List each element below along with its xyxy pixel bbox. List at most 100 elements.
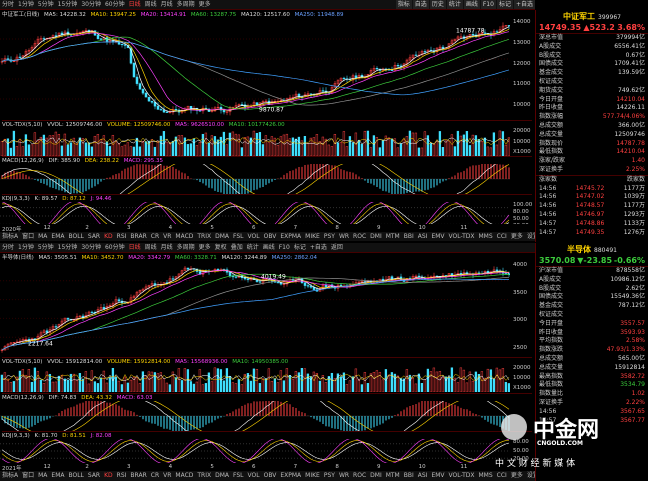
top-indicator-3[interactable]: EMA [51,233,65,240]
top-indicator-8[interactable]: BRAR [130,233,147,240]
bottom-period-tab-3[interactable]: 15分钟 [57,244,78,251]
tick-row[interactable]: 14:56 14748.57 1177万 [536,202,648,211]
bottom-indicator-22[interactable]: DMI [370,472,382,479]
top-indicator-31[interactable]: 设置 [526,233,535,240]
bottom-indicator-1[interactable]: 窗口 [22,472,35,479]
top-period-tab-10[interactable]: 更多 [198,1,211,8]
top-indicator-4[interactable]: BOLL [68,233,84,240]
top-indicator-0[interactable]: 指标A [2,233,19,240]
bottom-indicator-4[interactable]: BOLL [68,472,84,479]
top-indicator-19[interactable]: PSY [323,233,335,240]
top-indicator-15[interactable]: VOL [247,233,260,240]
top-macd-chart[interactable] [0,164,510,194]
top-period-tab-1[interactable]: 1分钟 [18,1,34,8]
bottom-period-tab-12[interactable]: 叠加 [230,244,243,251]
bottom-indicator-23[interactable]: MTM [385,472,400,479]
top-chart-area[interactable]: 中证军工(日线) MA5: 14228.32 MA10: 13947.25 MA… [0,10,535,230]
bottom-period-tab-15[interactable]: F10 [278,244,290,251]
top-indicator-24[interactable]: BBI [403,233,414,240]
bottom-indicator-2[interactable]: MA [38,472,48,479]
bottom-indicator-8[interactable]: BRAR [130,472,147,479]
top-indicator-29[interactable]: CCI [496,233,507,240]
bottom-period-tab-10[interactable]: 更多 [198,244,211,251]
top-indicator-25[interactable]: ASI [417,233,428,240]
top-period-tab-6[interactable]: 日线 [128,1,141,8]
bottom-period-tab-8[interactable]: 月线 [160,244,173,251]
top-indicator-26[interactable]: EMV [431,233,445,240]
tick-row[interactable]: 14:56 14747.02 1039万 [536,193,648,202]
top-period-tab-3[interactable]: 15分钟 [57,1,78,8]
top-indicator-21[interactable]: ROC [353,233,367,240]
top-tool-button-2[interactable]: 历史 [429,0,446,9]
top-indicator-11[interactable]: MACD [175,233,194,240]
bottom-indicator-27[interactable]: VOL-TDX [448,472,475,479]
top-indicator-9[interactable]: CR [150,233,160,240]
bottom-indicator-7[interactable]: RSI [116,472,127,479]
top-tool-button-0[interactable]: 指标 [395,0,412,9]
bottom-indicator-30[interactable]: 更多 [510,472,523,479]
bottom-period-tab-11[interactable]: 复权 [214,244,227,251]
tick-row[interactable]: 14:56 14745.72 1177万 [536,185,648,194]
top-period-tab-0[interactable]: 分时 [2,1,15,8]
bottom-indicator-11[interactable]: MACD [175,472,194,479]
bottom-period-tab-13[interactable]: 统计 [246,244,259,251]
top-candlestick-chart[interactable]: 14787.78 9870.87 [0,19,510,119]
bottom-indicator-3[interactable]: EMA [51,472,65,479]
top-tool-button-7[interactable]: +自选 [513,0,535,9]
top-indicator-17[interactable]: EXPMA [280,233,302,240]
top-indicator-12[interactable]: TRIX [197,233,212,240]
tick-row[interactable]: 14:57 14749.35 1276万 [536,229,648,238]
bottom-period-tab-2[interactable]: 5分钟 [37,244,54,251]
top-indicator-28[interactable]: MMS [478,233,493,240]
bottom-candlestick-chart[interactable]: 4019.49 2217.64 [0,262,510,356]
bottom-indicator-21[interactable]: ROC [353,472,367,479]
bottom-indicator-19[interactable]: PSY [323,472,335,479]
bottom-period-tab-17[interactable]: +自选 [309,244,327,251]
top-indicator-2[interactable]: MA [38,233,48,240]
bottom-period-tab-18[interactable]: 返回 [330,244,343,251]
bottom-period-tab-6[interactable]: 日线 [128,244,141,251]
bottom-period-tab-4[interactable]: 30分钟 [81,244,101,251]
top-indicator-20[interactable]: WR [338,233,350,240]
top-tool-button-3[interactable]: 统计 [446,0,463,9]
top-indicator-13[interactable]: DMA [215,233,230,240]
bottom-indicator-5[interactable]: SAR [87,472,101,479]
bottom-macd-chart[interactable] [0,401,510,431]
bottom-indicator-28[interactable]: MMS [478,472,493,479]
bottom-period-tab-0[interactable]: 分时 [2,244,15,251]
top-indicator-23[interactable]: MTM [385,233,400,240]
top-tool-button-6[interactable]: 标记 [496,0,513,9]
bottom-indicator-12[interactable]: TRIX [197,472,212,479]
top-indicator-5[interactable]: SAR [87,233,101,240]
bottom-indicator-9[interactable]: CR [150,472,160,479]
top-indicator-10[interactable]: VR [163,233,172,240]
bottom-indicator-13[interactable]: DMA [215,472,230,479]
top-volume-chart[interactable] [0,128,510,156]
top-indicator-30[interactable]: 更多 [510,233,523,240]
bottom-indicator-17[interactable]: EXPMA [280,472,302,479]
bottom-indicator-24[interactable]: BBI [403,472,414,479]
bottom-period-tab-14[interactable]: 画线 [262,244,275,251]
top-period-tab-4[interactable]: 30分钟 [81,1,101,8]
bottom-period-tab-1[interactable]: 1分钟 [18,244,34,251]
top-period-tab-7[interactable]: 周线 [144,1,157,8]
top-indicator-22[interactable]: DMI [370,233,382,240]
bottom-volume-chart[interactable] [0,365,510,392]
top-period-tab-5[interactable]: 60分钟 [104,1,125,8]
bottom-period-tab-7[interactable]: 周线 [144,244,157,251]
tick-row[interactable]: 14:56 14746.97 1293万 [536,211,648,220]
top-tool-button-5[interactable]: F10 [480,0,496,9]
top-indicator-1[interactable]: 窗口 [22,233,35,240]
bottom-indicator-18[interactable]: MIKE [305,472,320,479]
top-period-tab-2[interactable]: 5分钟 [37,1,54,8]
top-tool-button-4[interactable]: 画线 [463,0,480,9]
bottom-period-tab-5[interactable]: 60分钟 [104,244,125,251]
bottom-indicator-26[interactable]: EMV [431,472,445,479]
bottom-kdj-chart[interactable] [0,439,510,463]
bottom-indicator-29[interactable]: CCI [496,472,507,479]
bottom-indicator-6[interactable]: KD [104,472,113,479]
top-indicator-16[interactable]: OBV [263,233,277,240]
top-indicator-6[interactable]: KD [104,233,113,240]
bottom-indicator-25[interactable]: ASI [417,472,428,479]
top-period-tab-9[interactable]: 多周期 [176,1,195,8]
